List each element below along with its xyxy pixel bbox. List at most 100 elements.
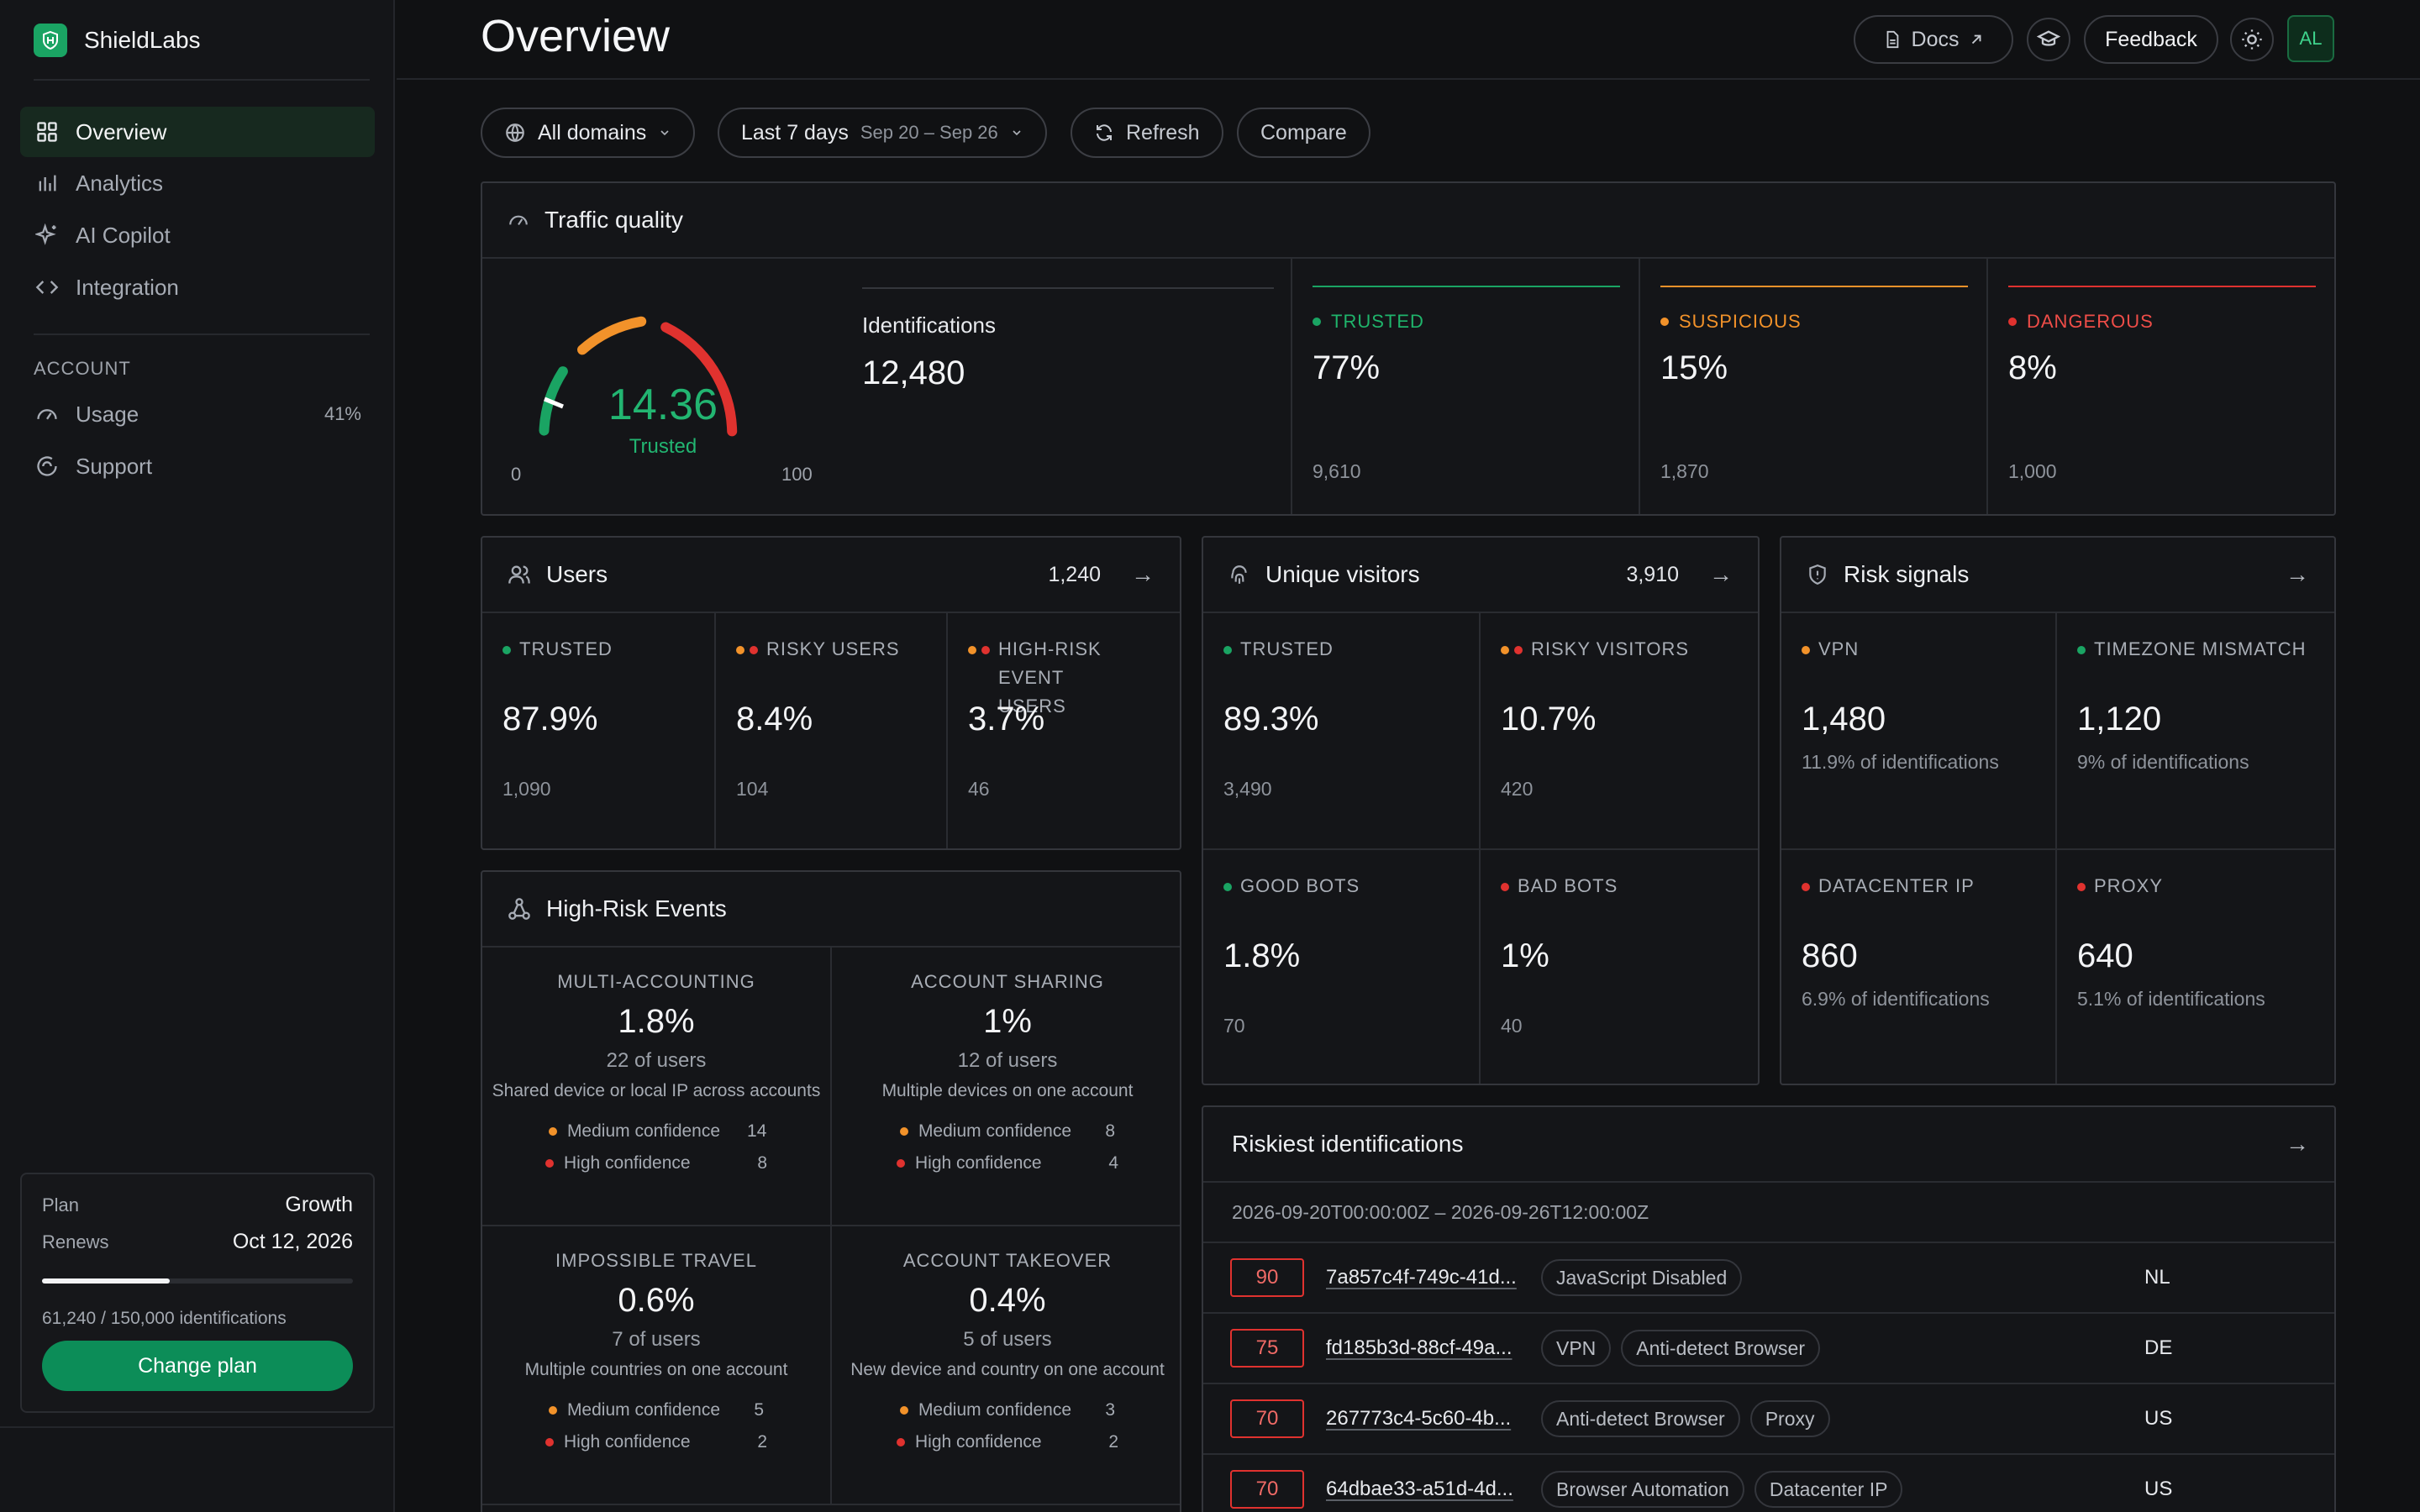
table-row[interactable]: 75 fd185b3d-88cf-49a... VPN Anti-detect …: [1203, 1312, 2334, 1383]
document-icon: [1886, 30, 1898, 49]
high-risk-events-header: High-Risk Events: [482, 872, 1180, 948]
riskiest-date-range: 2026-09-20T00:00:00Z – 2026-09-26T12:00:…: [1232, 1201, 1649, 1223]
gauge-max: 100: [781, 464, 813, 485]
arrow-right-icon[interactable]: →: [1131, 561, 1155, 587]
metric-label: DATACENTER IP: [1802, 872, 1975, 900]
status-dot: [1802, 883, 1810, 891]
segment-label-text: DANGEROUS: [2027, 311, 2154, 332]
identification-link[interactable]: 64dbae33-a51d-4d...: [1326, 1478, 1513, 1500]
riskiest-header[interactable]: Riskiest identifications →: [1203, 1107, 2334, 1183]
refresh-icon: [1097, 124, 1112, 141]
gauge-arc-suspicious: [577, 316, 647, 355]
metric-label: HIGH-RISK EVENT USERS: [968, 635, 1136, 721]
external-link-icon: [1972, 34, 1981, 45]
signal-tag: Datacenter IP: [1754, 1471, 1903, 1508]
risk-signals-header[interactable]: Risk signals →: [1781, 538, 2334, 613]
metric-count: 40: [1501, 1015, 1523, 1037]
sidebar-item-integration[interactable]: Integration: [20, 262, 375, 312]
signal-tag: VPN: [1541, 1330, 1612, 1367]
arrow-right-icon[interactable]: →: [2286, 561, 2309, 587]
country-code: DE: [2144, 1336, 2173, 1359]
signal-proxy-cell: PROXY 640 5.1% of identifications: [2057, 850, 2334, 1084]
signal-tags: VPN Anti-detect Browser: [1541, 1330, 1820, 1367]
usage-percent: 41%: [324, 403, 361, 424]
risk-signals-title: Risk signals: [1844, 561, 1970, 587]
high-confidence-row: High confidence 8: [482, 1153, 830, 1173]
status-dot: [548, 1127, 557, 1136]
confidence-label: High confidence: [564, 1153, 691, 1173]
sidebar-item-usage[interactable]: Usage 41%: [20, 389, 375, 439]
event-value: 0.6%: [618, 1282, 695, 1319]
date-range-dropdown[interactable]: Last 7 days Sep 20 – Sep 26: [718, 108, 1047, 158]
table-row[interactable]: 70 267773c4-5c60-4b... Anti-detect Brows…: [1203, 1383, 2334, 1453]
status-dot: [1514, 646, 1523, 654]
arrow-right-icon[interactable]: →: [1709, 561, 1733, 587]
users-header[interactable]: Users 1,240 →: [482, 538, 1180, 613]
risk-score: 75: [1230, 1329, 1304, 1368]
status-dot: [899, 1127, 908, 1136]
metric-label: GOOD BOTS: [1223, 872, 1360, 900]
status-dot: [1501, 646, 1509, 654]
feedback-button[interactable]: Feedback: [2084, 15, 2218, 64]
metric-count: 1,090: [502, 778, 551, 800]
identification-link[interactable]: fd185b3d-88cf-49a...: [1326, 1336, 1512, 1359]
table-row[interactable]: 70 64dbae33-a51d-4d... Browser Automatio…: [1203, 1453, 2334, 1512]
docs-button[interactable]: Docs: [1854, 15, 2013, 64]
learn-button[interactable]: [2027, 18, 2070, 61]
table-row[interactable]: 90 7a857c4f-749c-41d... JavaScript Disab…: [1203, 1242, 2334, 1312]
usage-progress-bar: [42, 1278, 353, 1284]
code-icon: [35, 281, 59, 294]
metric-count: 70: [1223, 1015, 1245, 1037]
signal-datacenter-cell: DATACENTER IP 860 6.9% of identification…: [1781, 850, 2057, 1084]
sidebar-item-analytics[interactable]: Analytics: [20, 158, 375, 208]
metric-label: RISKY VISITORS: [1501, 635, 1689, 664]
brand[interactable]: ShieldLabs: [34, 24, 201, 57]
risk-score: 90: [1230, 1258, 1304, 1297]
unique-visitors-header[interactable]: Unique visitors 3,910 →: [1203, 538, 1758, 613]
support-icon: [37, 456, 57, 476]
event-content: IMPOSSIBLE TRAVEL 0.6% 7 of users Multip…: [482, 1250, 830, 1452]
refresh-button[interactable]: Refresh: [1071, 108, 1223, 158]
domains-dropdown[interactable]: All domains: [481, 108, 696, 158]
metric-value: 89.3%: [1223, 701, 1319, 738]
metric-label: TRUSTED: [502, 635, 613, 664]
signal-tags: Browser Automation Datacenter IP: [1541, 1471, 1903, 1508]
compare-button[interactable]: Compare: [1237, 108, 1370, 158]
sun-icon: [2242, 29, 2262, 50]
change-plan-button[interactable]: Change plan: [42, 1341, 353, 1391]
status-dot: [736, 646, 744, 654]
confidence-label: Medium confidence: [918, 1121, 1072, 1141]
signal-tag: Anti-detect Browser: [1541, 1400, 1740, 1437]
header: Overview Docs Feedback AL: [397, 0, 2420, 80]
status-dot: [981, 646, 990, 654]
status-dot: [545, 1438, 554, 1446]
metric-count: 46: [968, 778, 990, 800]
medium-confidence-row: Medium confidence 8: [832, 1121, 1180, 1142]
theme-toggle-button[interactable]: [2230, 18, 2274, 61]
domains-label: All domains: [538, 120, 647, 144]
bar-chart-icon: [39, 175, 56, 192]
metric-value: 1.8%: [1223, 937, 1301, 974]
confidence-label: Medium confidence: [566, 1400, 721, 1420]
usage-progress-fill: [42, 1278, 170, 1284]
sidebar-item-ai-copilot[interactable]: AI Copilot: [20, 210, 375, 260]
avatar[interactable]: AL: [2287, 15, 2334, 62]
identification-link[interactable]: 7a857c4f-749c-41d...: [1326, 1266, 1517, 1289]
users-title: Users: [546, 561, 608, 587]
identification-link[interactable]: 267773c4-5c60-4b...: [1326, 1407, 1512, 1430]
arrow-right-icon[interactable]: →: [2286, 1131, 2309, 1157]
metric-value: 640: [2077, 937, 2133, 974]
plan-key: Plan: [42, 1194, 80, 1215]
visitors-risky-cell: RISKY VISITORS 10.7% 420: [1481, 613, 1758, 850]
event-description: Shared device or local IP across account…: [492, 1081, 821, 1100]
event-description: New device and country on one account: [850, 1360, 1165, 1379]
sidebar-item-support[interactable]: Support: [20, 441, 375, 491]
range-sub: Sep 20 – Sep 26: [860, 122, 998, 143]
metric-sub: 5.1% of identifications: [2077, 988, 2265, 1010]
traffic-quality-header: Traffic quality: [482, 183, 2334, 259]
sidebar-item-overview[interactable]: Overview: [20, 107, 375, 157]
status-dot: [2008, 318, 2017, 326]
status-dot: [2077, 646, 2086, 654]
status-dot: [545, 1159, 554, 1168]
event-label: MULTI-ACCOUNTING: [557, 971, 755, 992]
